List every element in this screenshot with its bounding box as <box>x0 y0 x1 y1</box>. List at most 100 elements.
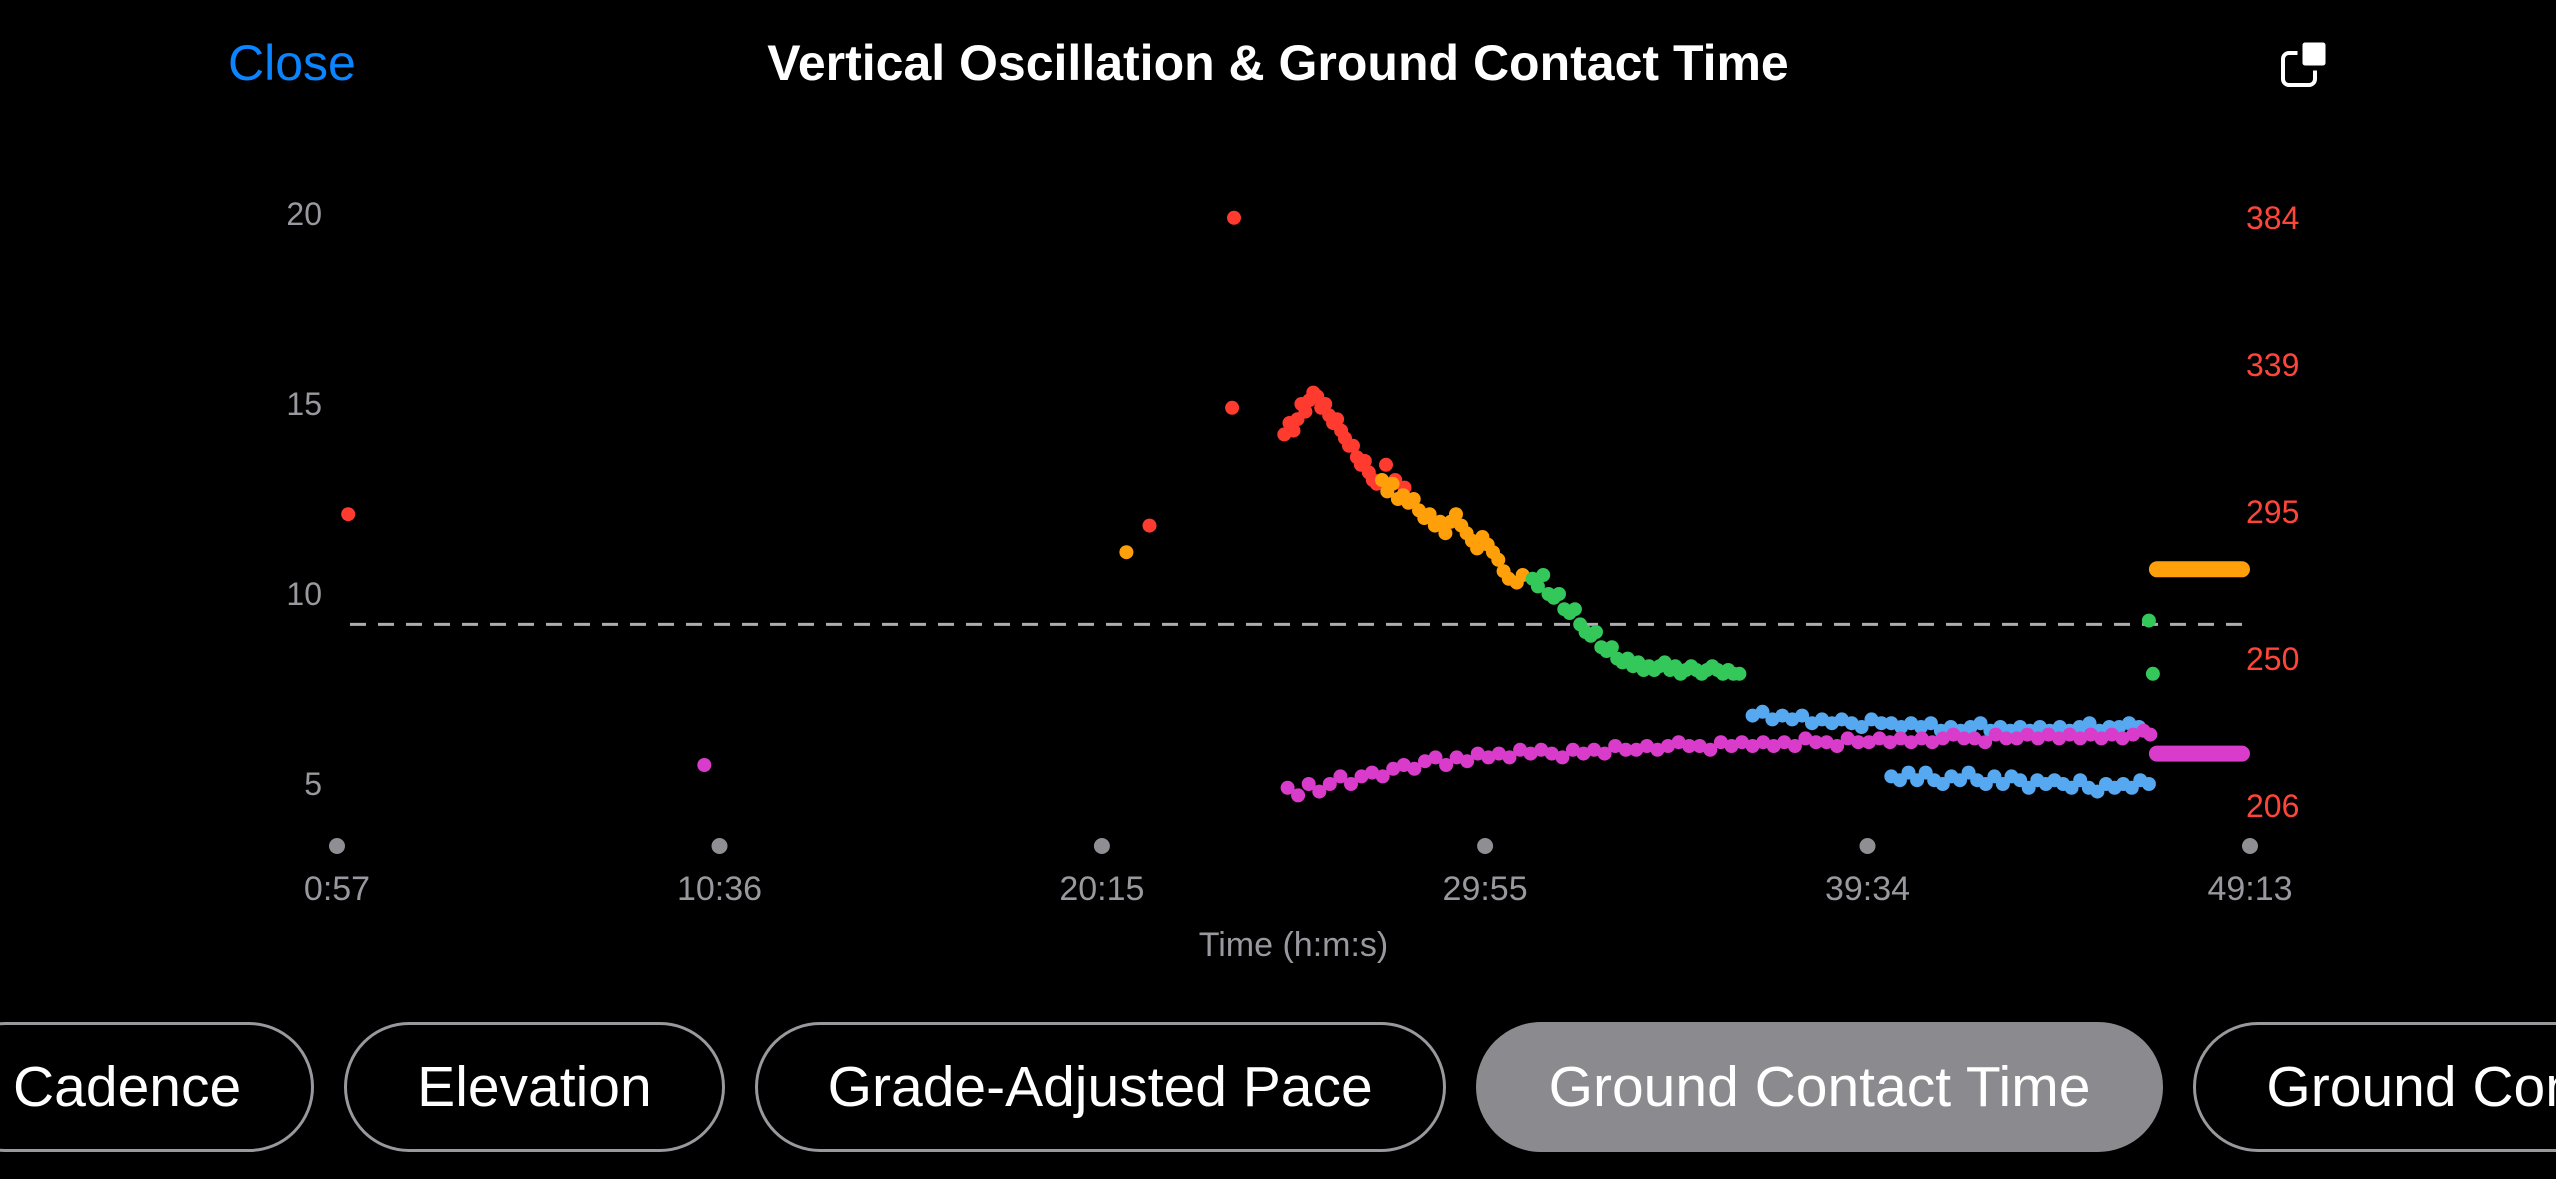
ground-contact-time-magenta-point <box>1418 754 1432 769</box>
vertical-oscillation-mid-point <box>1427 518 1442 533</box>
ground-contact-time-magenta-point <box>2009 731 2024 746</box>
x-axis-tick-dot <box>329 838 345 854</box>
ground-contact-time-magenta-point <box>1946 727 1961 742</box>
ground-contact-time-blue-point <box>2099 777 2113 791</box>
ground-contact-time-magenta-point <box>1682 739 1697 753</box>
vertical-oscillation-high-point <box>1294 397 1309 411</box>
close-button[interactable]: Close <box>228 35 356 91</box>
ground-contact-time-blue-point <box>1844 716 1859 731</box>
chart-type-selector: Cadence Elevation Grade-Adjusted Pace Gr… <box>0 1022 2556 1152</box>
ground-contact-time-magenta-point <box>2031 731 2045 746</box>
chip-cadence[interactable]: Cadence <box>0 1022 315 1152</box>
chip-elevation[interactable]: Elevation <box>344 1022 725 1152</box>
ground-contact-time-magenta-point <box>1745 739 1760 753</box>
ground-contact-time-blue-point <box>1987 769 2002 784</box>
ground-contact-time-blue-point <box>1775 708 1790 723</box>
left-axis-tick-label: 5 <box>304 766 322 802</box>
ground-contact-time-magenta-point <box>1713 735 1728 750</box>
vertical-oscillation-high-point <box>1353 457 1368 472</box>
chip-ground-contact-time[interactable]: Ground Contact Time <box>1475 1022 2164 1152</box>
vertical-oscillation-high-point <box>1361 465 1376 480</box>
vertical-oscillation-mid-point <box>1515 568 1530 582</box>
vertical-oscillation-low-point <box>1684 659 1699 674</box>
vertical-oscillation-low-point <box>1721 663 1736 677</box>
overlay-toggle-button[interactable] <box>2279 36 2333 90</box>
right-axis-tick-label: 206 <box>2246 788 2299 824</box>
ground-contact-time-blue-point <box>1805 716 1819 731</box>
vertical-oscillation-low-point <box>1536 568 1551 582</box>
ground-contact-time-blue-point <box>1815 712 1829 727</box>
ground-contact-time-blue-point <box>1935 777 1950 791</box>
ground-contact-time-blue-point <box>1824 716 1839 731</box>
ground-contact-time-magenta-point <box>1830 739 1845 753</box>
vertical-oscillation-low-point <box>1678 663 1693 677</box>
ground-contact-time-magenta-point <box>1428 750 1443 765</box>
vertical-oscillation-high-point <box>1225 400 1240 415</box>
ground-contact-time-magenta-point <box>1872 731 1887 746</box>
left-axis-tick-label: 15 <box>286 386 322 422</box>
vertical-oscillation-low-point <box>1599 644 1614 658</box>
ground-contact-time-magenta-point <box>2094 731 2109 746</box>
vertical-oscillation-high-point <box>1326 416 1341 430</box>
ground-contact-time-magenta-point <box>2136 723 2151 738</box>
chip-grade-adjusted-pace[interactable]: Grade-Adjusted Pace <box>754 1022 1446 1152</box>
ground-contact-time-magenta-point <box>1354 769 1369 784</box>
ground-contact-time-blue-point <box>1834 712 1849 727</box>
ground-contact-time-blue-point <box>2038 777 2053 791</box>
ground-contact-time-magenta-point <box>1692 739 1707 753</box>
vertical-oscillation-mid-point <box>1443 514 1458 529</box>
ground-contact-time-blue-point <box>1894 720 1909 734</box>
vertical-oscillation-mid-point <box>1417 511 1432 525</box>
ground-contact-time-blue-point <box>1944 769 1959 784</box>
ground-contact-time-blue-point <box>2042 723 2057 738</box>
ground-contact-time-magenta-point <box>1502 750 1517 765</box>
ground-contact-time-blue-point <box>1993 720 2008 734</box>
x-axis-tick-label: 39:34 <box>1825 870 1910 908</box>
vertical-oscillation-low-point <box>1652 659 1667 674</box>
ground-contact-time-blue-point <box>1892 773 1907 788</box>
ground-contact-time-magenta-point <box>1967 731 1982 746</box>
vertical-oscillation-mid-point <box>1412 503 1426 518</box>
vertical-oscillation-high-point <box>1298 404 1313 419</box>
ground-contact-time-magenta-point <box>1312 784 1327 799</box>
ground-contact-time-magenta-point <box>1671 735 1686 750</box>
ground-contact-time-magenta-point <box>1344 777 1358 791</box>
ground-contact-time-blue-point <box>1983 723 1998 738</box>
ground-contact-time-blue-point <box>1961 765 1976 780</box>
vertical-oscillation-mid-point <box>1406 492 1421 506</box>
vertical-oscillation-mid-point <box>1486 545 1500 560</box>
ground-contact-time-blue-point <box>1795 708 1810 723</box>
ground-contact-time-blue-point <box>1943 720 1958 734</box>
vertical-oscillation-mid-point <box>1475 530 1490 544</box>
x-axis-tick-label: 49:13 <box>2207 870 2292 908</box>
ground-contact-time-magenta-point <box>1396 758 1411 772</box>
ground-contact-time-magenta-point <box>1819 735 1834 750</box>
ground-contact-time-blue-point <box>1755 704 1770 719</box>
ground-contact-time-magenta-point <box>1407 761 1422 776</box>
vertical-oscillation-high-point <box>1282 416 1297 430</box>
x-axis-tick-dot <box>1859 838 1876 854</box>
ground-contact-time-magenta-point <box>2041 727 2056 742</box>
ground-contact-time-blue-point <box>2013 720 2028 734</box>
ground-contact-time-blue-point <box>2072 720 2087 734</box>
ground-contact-time-blue-point <box>1953 773 1967 788</box>
ground-contact-time-blue-point <box>1785 712 1800 727</box>
ground-contact-time-blue-point <box>2133 773 2148 788</box>
ground-contact-time-magenta-point <box>1565 742 1580 757</box>
page-title: Vertical Oscillation & Ground Contact Ti… <box>767 35 1789 91</box>
vertical-oscillation-mid-point <box>1380 484 1395 499</box>
vertical-oscillation-high-point <box>1277 427 1292 442</box>
ground-contact-time-magenta-point <box>1798 731 1813 746</box>
ground-contact-time-magenta-point <box>1481 750 1496 765</box>
chip-ground-contact-time-balance[interactable]: Ground Con <box>2193 1022 2556 1152</box>
vertical-oscillation-mid-point <box>1433 514 1448 529</box>
ground-contact-time-magenta-point <box>2083 727 2098 742</box>
ground-contact-time-blue-point <box>1933 723 1948 738</box>
vertical-oscillation-high-point <box>1349 450 1364 465</box>
ground-contact-time-blue-point <box>2021 780 2036 795</box>
vertical-oscillation-high-point <box>1310 389 1325 404</box>
vertical-oscillation-low-point <box>1694 666 1709 681</box>
vertical-oscillation-low-point <box>1557 602 1572 617</box>
vertical-oscillation-high-point <box>1330 412 1345 427</box>
vertical-oscillation-high-point <box>1302 393 1317 408</box>
